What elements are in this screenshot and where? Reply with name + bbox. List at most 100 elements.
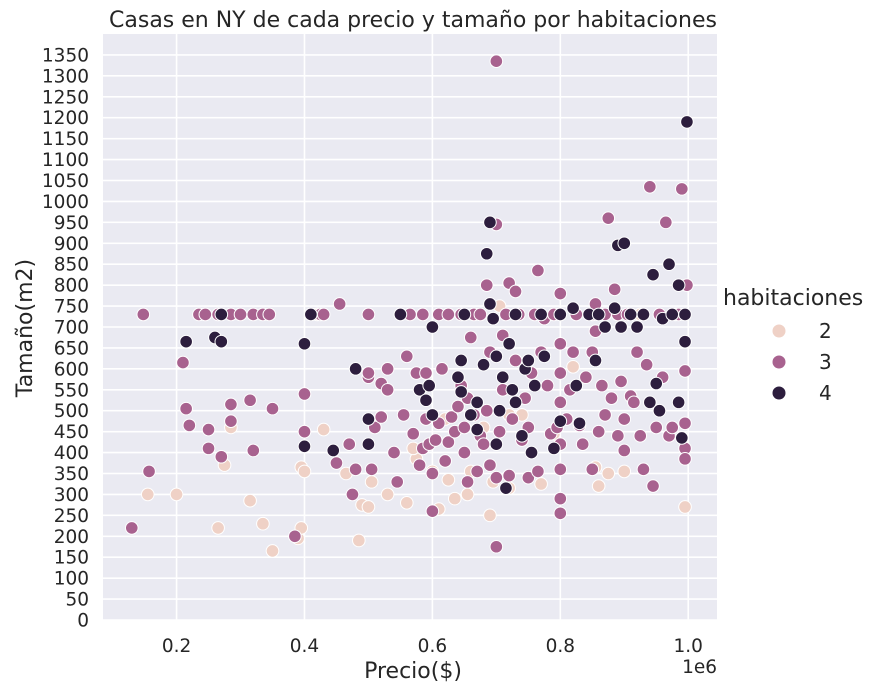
data-point-3 bbox=[316, 307, 331, 322]
data-point-3 bbox=[502, 468, 516, 483]
data-point-4 bbox=[505, 382, 520, 397]
data-point-3 bbox=[601, 211, 616, 225]
data-point-3 bbox=[224, 397, 238, 412]
x-tick-label: 0.4 bbox=[290, 636, 319, 657]
data-point-3 bbox=[428, 433, 443, 447]
y-tick-label: 1100 bbox=[42, 150, 89, 171]
data-point-4 bbox=[527, 378, 542, 393]
data-point-3 bbox=[585, 462, 600, 477]
data-point-3 bbox=[345, 487, 360, 502]
data-point-2 bbox=[400, 496, 414, 510]
data-point-3 bbox=[611, 429, 625, 443]
data-point-3 bbox=[412, 458, 427, 472]
data-point-2 bbox=[243, 493, 257, 508]
data-point-4 bbox=[652, 403, 667, 418]
data-point-4 bbox=[463, 408, 478, 422]
data-point-2 bbox=[534, 477, 548, 491]
data-point-4 bbox=[470, 395, 484, 410]
data-point-4 bbox=[607, 301, 622, 315]
data-point-4 bbox=[636, 307, 651, 322]
data-point-2 bbox=[601, 466, 616, 481]
data-point-3 bbox=[342, 437, 357, 452]
y-tick-label: 800 bbox=[54, 276, 89, 297]
data-point-3 bbox=[598, 408, 612, 422]
data-point-3 bbox=[627, 395, 641, 410]
data-point-4 bbox=[479, 246, 494, 261]
data-point-4 bbox=[547, 441, 561, 456]
data-point-3 bbox=[617, 412, 632, 426]
data-point-3 bbox=[483, 458, 497, 472]
data-point-4 bbox=[508, 395, 523, 410]
data-point-3 bbox=[361, 366, 376, 380]
data-point-3 bbox=[579, 370, 593, 385]
data-point-3 bbox=[473, 307, 488, 322]
data-point-4 bbox=[361, 412, 376, 426]
y-tick-label: 900 bbox=[54, 234, 89, 255]
y-tick-label: 250 bbox=[54, 506, 89, 527]
y-tick-label: 50 bbox=[65, 590, 89, 611]
data-point-2 bbox=[316, 422, 331, 437]
data-point-3 bbox=[521, 470, 536, 485]
data-point-3 bbox=[470, 464, 484, 479]
data-point-4 bbox=[588, 353, 603, 368]
data-point-3 bbox=[233, 307, 248, 322]
x-axis-ticks: 0.2 0.4 0.6 0.8 1.0 bbox=[162, 636, 703, 657]
data-point-3 bbox=[678, 364, 692, 378]
data-point-3 bbox=[591, 424, 606, 439]
data-point-3 bbox=[489, 539, 504, 554]
data-point-3 bbox=[406, 426, 420, 441]
data-point-4 bbox=[678, 334, 692, 349]
data-point-4 bbox=[680, 115, 694, 129]
data-point-3 bbox=[595, 378, 609, 393]
data-point-3 bbox=[262, 307, 277, 322]
data-point-3 bbox=[476, 437, 491, 452]
x-tick-label: 0.6 bbox=[418, 636, 447, 657]
data-point-2 bbox=[364, 475, 379, 489]
data-point-4 bbox=[643, 395, 657, 410]
data-point-3 bbox=[553, 491, 568, 506]
data-point-4 bbox=[476, 357, 491, 372]
data-point-3 bbox=[380, 382, 395, 397]
data-point-3 bbox=[265, 401, 280, 416]
data-point-3 bbox=[441, 435, 456, 449]
data-point-4 bbox=[534, 307, 548, 322]
data-point-4 bbox=[537, 349, 552, 364]
data-point-3 bbox=[425, 466, 440, 481]
data-point-4 bbox=[675, 431, 689, 445]
data-point-2 bbox=[352, 533, 366, 548]
data-point-4 bbox=[489, 349, 504, 364]
data-point-4 bbox=[361, 437, 376, 452]
data-point-2 bbox=[265, 544, 280, 558]
data-point-2 bbox=[591, 479, 606, 493]
data-point-3 bbox=[505, 412, 520, 426]
legend-title: habitaciones bbox=[723, 286, 863, 311]
data-point-3 bbox=[364, 462, 379, 477]
data-point-3 bbox=[463, 330, 478, 345]
y-tick-label: 150 bbox=[54, 548, 89, 569]
data-point-3 bbox=[643, 179, 657, 194]
data-point-3 bbox=[201, 422, 216, 437]
data-point-4 bbox=[326, 443, 341, 458]
legend-label-3: 3 bbox=[819, 350, 832, 374]
data-point-3 bbox=[142, 464, 156, 479]
data-point-3 bbox=[198, 307, 213, 322]
data-point-4 bbox=[572, 416, 587, 431]
data-point-4 bbox=[297, 336, 312, 351]
data-point-2 bbox=[297, 464, 312, 479]
y-tick-label: 400 bbox=[54, 443, 89, 464]
legend: habitaciones 2 3 4 bbox=[723, 286, 863, 405]
data-point-3 bbox=[508, 284, 523, 299]
y-tick-label: 450 bbox=[54, 422, 89, 443]
data-point-3 bbox=[214, 449, 229, 464]
y-tick-label: 1200 bbox=[42, 108, 89, 129]
y-tick-label: 300 bbox=[54, 485, 89, 506]
data-point-3 bbox=[348, 462, 363, 477]
y-tick-label: 100 bbox=[54, 569, 89, 590]
data-point-4 bbox=[617, 236, 632, 251]
y-axis-label: Tamaño(m2) bbox=[13, 259, 38, 398]
data-point-4 bbox=[614, 320, 628, 334]
data-point-3 bbox=[489, 54, 504, 69]
data-point-4 bbox=[665, 307, 680, 322]
data-point-4 bbox=[521, 353, 536, 368]
data-point-3 bbox=[604, 391, 619, 405]
